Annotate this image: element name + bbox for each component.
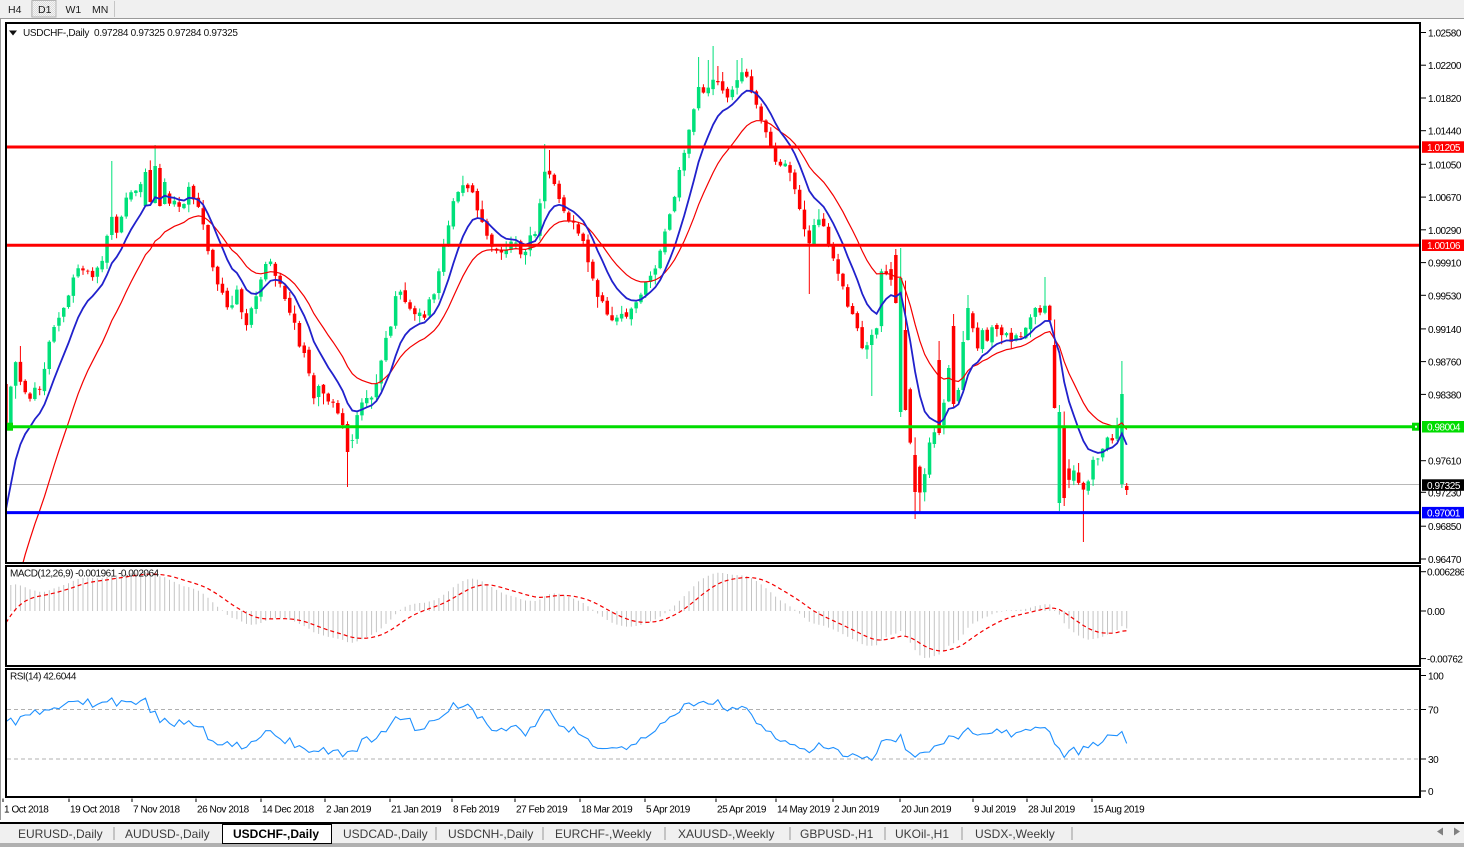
svg-text:0.006286: 0.006286 xyxy=(1427,568,1464,579)
svg-text:5 Apr 2019: 5 Apr 2019 xyxy=(646,805,691,816)
svg-text:2 Jan 2019: 2 Jan 2019 xyxy=(326,805,372,816)
svg-text:USDX-,Weekly: USDX-,Weekly xyxy=(975,827,1055,841)
svg-text:1.02580: 1.02580 xyxy=(1428,29,1462,40)
svg-text:0.98004: 0.98004 xyxy=(1427,423,1461,434)
svg-text:0.98380: 0.98380 xyxy=(1428,390,1462,401)
svg-text:18 Mar 2019: 18 Mar 2019 xyxy=(581,805,633,816)
svg-text:EURUSD-,Daily: EURUSD-,Daily xyxy=(18,827,103,841)
svg-text:7 Nov 2018: 7 Nov 2018 xyxy=(133,805,181,816)
svg-text:GBPUSD-,H1: GBPUSD-,H1 xyxy=(800,827,874,841)
svg-text:0.00: 0.00 xyxy=(1427,607,1445,618)
svg-text:0.99910: 0.99910 xyxy=(1428,259,1462,270)
svg-text:1 Oct 2018: 1 Oct 2018 xyxy=(4,805,49,816)
svg-text:1.01050: 1.01050 xyxy=(1428,160,1462,171)
svg-text:1.01820: 1.01820 xyxy=(1428,94,1462,105)
svg-text:1.00106: 1.00106 xyxy=(1427,241,1461,252)
svg-text:XAUUSD-,Weekly: XAUUSD-,Weekly xyxy=(678,827,774,841)
svg-text:100: 100 xyxy=(1428,672,1444,683)
svg-text:H4: H4 xyxy=(8,4,22,16)
svg-text:28 Jul 2019: 28 Jul 2019 xyxy=(1028,805,1076,816)
svg-text:1.01440: 1.01440 xyxy=(1428,127,1462,138)
svg-text:0.99140: 0.99140 xyxy=(1428,325,1462,336)
svg-text:0.97610: 0.97610 xyxy=(1428,457,1462,468)
svg-text:14 Dec 2018: 14 Dec 2018 xyxy=(262,805,315,816)
svg-text:USDCAD-,Daily: USDCAD-,Daily xyxy=(343,827,428,841)
svg-text:9 Jul 2019: 9 Jul 2019 xyxy=(974,805,1017,816)
svg-text:USDCHF-,Daily: USDCHF-,Daily xyxy=(233,827,319,841)
svg-text:19 Oct 2018: 19 Oct 2018 xyxy=(70,805,120,816)
svg-text:8 Feb 2019: 8 Feb 2019 xyxy=(453,805,500,816)
svg-text:RSI(14) 42.6044: RSI(14) 42.6044 xyxy=(10,672,77,683)
svg-text:MN: MN xyxy=(92,4,108,16)
svg-text:USDCHF-,Daily 0.97284 0.97325: USDCHF-,Daily 0.97284 0.97325 0.97284 0.… xyxy=(23,28,238,39)
svg-text:27 Feb 2019: 27 Feb 2019 xyxy=(516,805,568,816)
svg-text:26 Nov 2018: 26 Nov 2018 xyxy=(197,805,250,816)
svg-text:25 Apr 2019: 25 Apr 2019 xyxy=(717,805,767,816)
svg-text:20 Jun 2019: 20 Jun 2019 xyxy=(901,805,952,816)
svg-text:MACD(12,26,9) -0.001961 -0.002: MACD(12,26,9) -0.001961 -0.002064 xyxy=(10,569,160,580)
svg-text:0.99530: 0.99530 xyxy=(1428,291,1462,302)
svg-text:0.98760: 0.98760 xyxy=(1428,358,1462,369)
svg-text:0.96470: 0.96470 xyxy=(1428,555,1462,566)
svg-text:EURCHF-,Weekly: EURCHF-,Weekly xyxy=(555,827,651,841)
svg-text:1.02200: 1.02200 xyxy=(1428,61,1462,72)
svg-text:21 Jan 2019: 21 Jan 2019 xyxy=(391,805,442,816)
svg-text:0.97230: 0.97230 xyxy=(1428,488,1462,499)
svg-text:0.97325: 0.97325 xyxy=(1427,481,1461,492)
svg-text:W1: W1 xyxy=(66,4,82,16)
svg-text:USDCNH-,Daily: USDCNH-,Daily xyxy=(448,827,533,841)
svg-text:15 Aug 2019: 15 Aug 2019 xyxy=(1093,805,1145,816)
svg-text:14 May 2019: 14 May 2019 xyxy=(777,805,831,816)
svg-text:30: 30 xyxy=(1428,755,1439,766)
svg-text:2 Jun 2019: 2 Jun 2019 xyxy=(834,805,880,816)
svg-text:AUDUSD-,Daily: AUDUSD-,Daily xyxy=(125,827,210,841)
svg-text:1.01205: 1.01205 xyxy=(1427,143,1461,154)
svg-text:D1: D1 xyxy=(38,4,52,16)
svg-text:1.00670: 1.00670 xyxy=(1428,193,1462,204)
svg-text:1.00290: 1.00290 xyxy=(1428,226,1462,237)
svg-text:0.96850: 0.96850 xyxy=(1428,522,1462,533)
svg-text:-0.00762: -0.00762 xyxy=(1427,655,1463,666)
svg-text:70: 70 xyxy=(1428,706,1439,717)
svg-text:0.97001: 0.97001 xyxy=(1427,508,1461,519)
svg-text:0: 0 xyxy=(1428,787,1434,798)
svg-text:UKOil-,H1: UKOil-,H1 xyxy=(895,827,949,841)
